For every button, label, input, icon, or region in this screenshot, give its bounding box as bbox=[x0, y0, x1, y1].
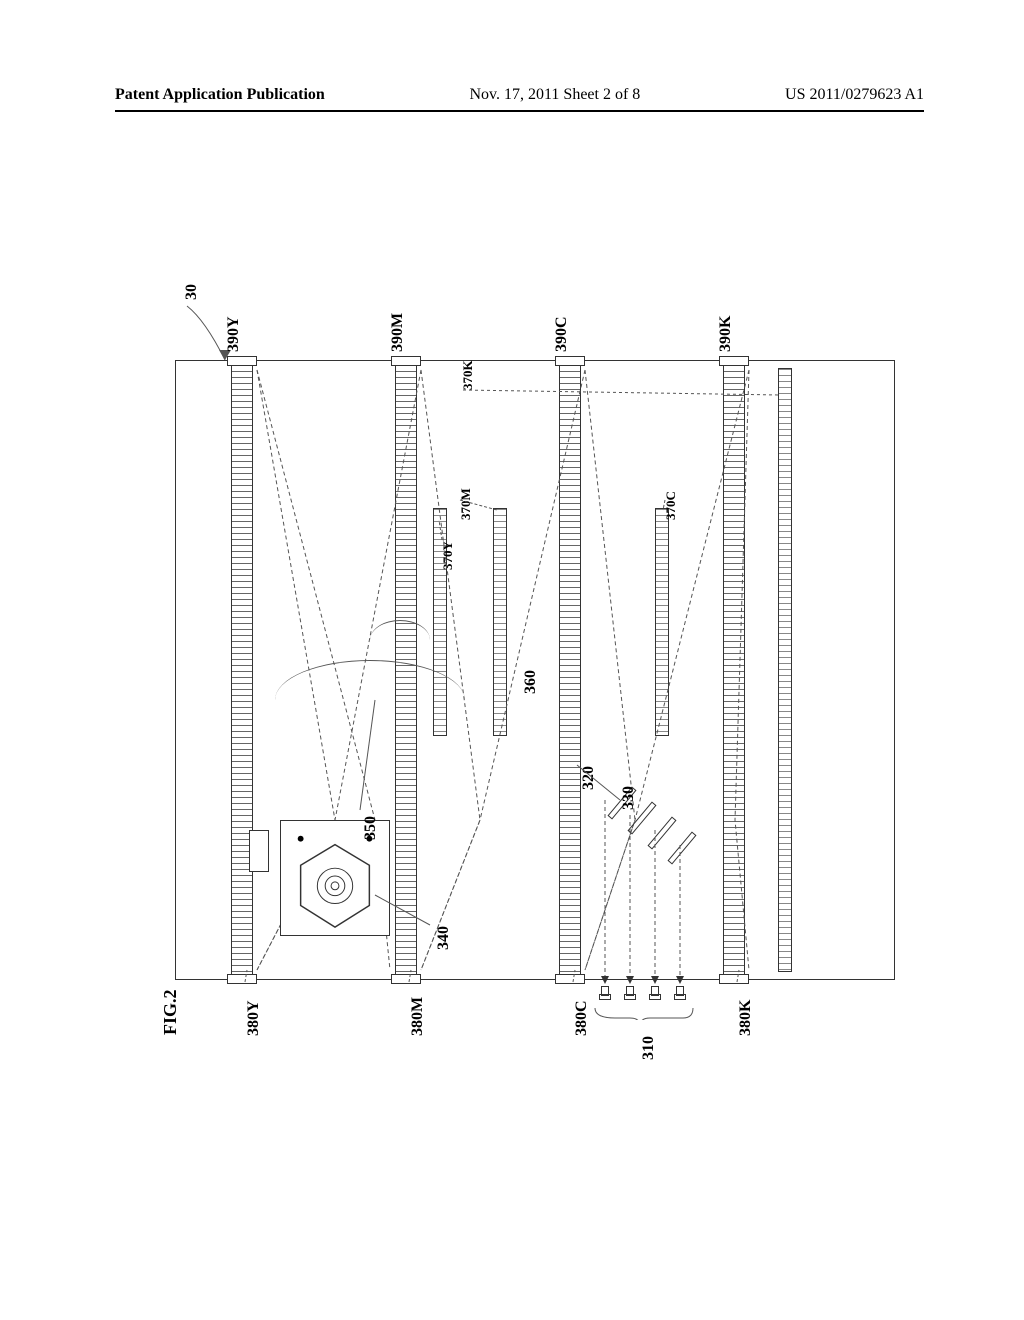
emitter-2 bbox=[624, 986, 634, 998]
header-right: US 2011/0279623 A1 bbox=[785, 86, 924, 104]
emitter-1 bbox=[599, 986, 609, 998]
ref-330: 330 bbox=[620, 786, 638, 810]
halfbar-370c bbox=[655, 508, 669, 736]
ref-390y: 390Y bbox=[225, 316, 243, 352]
ref-370c: 370C bbox=[663, 491, 679, 520]
ref-370k: 370K bbox=[460, 360, 476, 390]
ref-390m: 390M bbox=[389, 313, 407, 352]
ref-380y: 380Y bbox=[245, 1000, 263, 1036]
drawing-area: 30 390Y 390M 390C 390K bbox=[175, 260, 895, 1020]
halfbar-370m bbox=[493, 508, 507, 736]
header: Patent Application Publication Nov. 17, … bbox=[115, 86, 924, 112]
halfbar-370k bbox=[778, 368, 792, 972]
emitter-4 bbox=[674, 986, 684, 998]
emitter-3 bbox=[649, 986, 659, 998]
bar-k bbox=[719, 360, 749, 980]
box-320 bbox=[249, 830, 269, 872]
ref-370m: 370M bbox=[458, 488, 474, 520]
ref-380m: 380M bbox=[409, 997, 427, 1036]
arrow-e3 bbox=[651, 976, 659, 984]
bar-y bbox=[227, 360, 257, 980]
ref-380k: 380K bbox=[737, 1000, 755, 1036]
ref-390k: 390K bbox=[717, 316, 735, 352]
arrow-e2 bbox=[626, 976, 634, 984]
ref-380c: 380C bbox=[573, 1000, 591, 1036]
ref-320: 320 bbox=[580, 766, 598, 790]
page: Patent Application Publication Nov. 17, … bbox=[0, 0, 1024, 1320]
ref-350: 350 bbox=[362, 816, 380, 840]
arrow-e4 bbox=[676, 976, 684, 984]
ref-360: 360 bbox=[522, 670, 540, 694]
header-center: Nov. 17, 2011 Sheet 2 of 8 bbox=[325, 86, 785, 104]
arrow-e1 bbox=[601, 976, 609, 984]
ref-390c: 390C bbox=[553, 316, 571, 352]
header-left: Patent Application Publication bbox=[115, 86, 325, 104]
bar-c bbox=[555, 360, 585, 980]
ref-310: 310 bbox=[640, 1036, 658, 1060]
ref-370y: 370Y bbox=[440, 541, 456, 570]
ref-30: 30 bbox=[183, 284, 201, 300]
ref-340: 340 bbox=[435, 926, 453, 950]
